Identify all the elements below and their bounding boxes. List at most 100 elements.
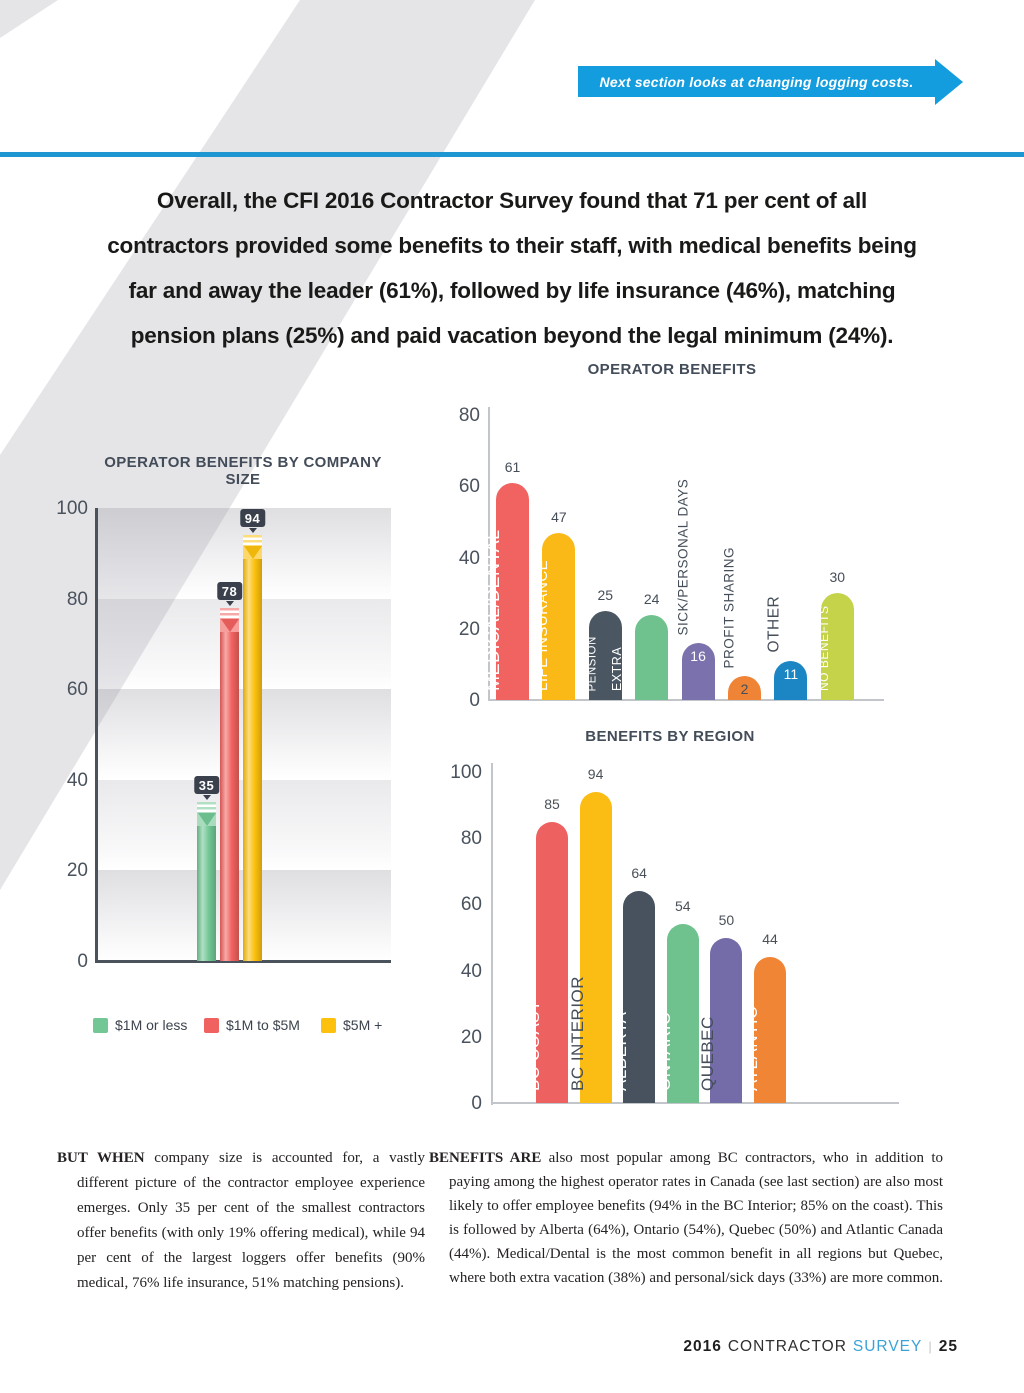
arrow-right-icon [935,59,963,105]
pencil-chevron-tip [243,546,262,560]
y-tick-label: 100 [450,762,482,783]
bar-category-label: PROFIT SHARING [721,546,737,668]
y-axis [95,508,98,963]
bar-category-label: PENSION [586,635,599,691]
bar-value-label: 16 [690,648,706,664]
bar [243,535,262,961]
bar-category-label: SICK/PERSONAL DAYS [675,478,691,635]
bar [774,660,808,700]
legend-item: $5M + [321,1017,382,1033]
y-tick-label: 80 [458,405,480,426]
bar-value-label: 24 [643,590,660,607]
bar [666,924,699,1103]
footer-label: CONTRACTOR [727,1338,847,1355]
bar [496,482,529,700]
legend-item: $1M to $5M [204,1017,300,1033]
y-tick-label: 60 [460,894,482,916]
body-left-text: company size is accounted for, a vastly … [77,1150,426,1291]
pencil-body [197,826,216,961]
y-tick-label: 40 [458,547,480,569]
bar-value-label: 44 [762,931,778,948]
pencil-body [220,631,239,961]
bar [220,607,239,961]
bar-category-label: MEDICAL/DENTAL [483,529,503,691]
bar [710,937,743,1103]
headline: Overall, the CFI 2016 Contractor Survey … [107,188,917,348]
body-column-right: BENEFITS ARE also most popular among BC … [429,1146,943,1290]
pencil-chevron-tip [220,618,239,632]
y-tick-label: 20 [66,860,88,882]
pencil-chevron [197,813,216,827]
value-badge-pointer [225,600,234,606]
next-section-banner: Next section looks at changing logging c… [578,66,935,97]
bar-value-label: 85 [544,795,560,812]
body-column-left: BUT WHEN company size is accounted for, … [57,1146,425,1296]
legend-swatch [321,1017,336,1033]
bar-value-label: 54 [675,898,691,915]
bar [754,957,786,1103]
value-badge: 94 [239,509,266,528]
bar [635,614,669,700]
y-tick-label: 60 [66,679,88,701]
y-tick-label: 40 [66,769,88,791]
legend-label: $5M + [343,1017,383,1033]
bar-value-label: 50 [718,911,735,928]
bar-category-label: LIFE INSURANCE [533,559,551,691]
bar [820,593,854,700]
footer-year: 2016 [683,1338,722,1355]
bar-category-label: BC COAST [524,1000,543,1091]
y-axis [488,407,490,701]
footer-label2: SURVEY [852,1338,923,1355]
pencil-cap [220,607,239,619]
legend-swatch [204,1017,219,1033]
y-tick-label: 100 [56,498,88,519]
chart-title: OPERATOR BENEFITS BY COMPANY SIZE [104,454,382,488]
bar [623,891,656,1103]
body-right-text: also most popular among BC contractors, … [449,1150,943,1286]
bar [579,791,612,1103]
pencil-cap [197,802,216,814]
x-axis [491,1102,899,1104]
y-tick-label: 40 [460,960,482,982]
bar-value-label: 25 [597,586,614,603]
bar [536,821,568,1103]
bar-category-label: BC INTERIOR [567,975,587,1091]
bar-value-label: 30 [829,569,846,586]
footer-page-number: 25 [938,1338,958,1355]
bar-category-label: EXTRA VACATION [610,624,638,691]
bar [681,643,715,700]
banner-text: Next section looks at changing logging c… [599,73,914,90]
legend-swatch [93,1017,108,1033]
value-badge-pointer [202,795,211,801]
bar-category-label: ONTARIO [654,1011,674,1091]
legend-label: $1M to $5M [226,1017,300,1033]
y-tick-label: 0 [471,1093,482,1114]
pencil-body [243,559,262,961]
y-tick-label: 0 [469,690,480,711]
bar [588,610,622,700]
blue-divider-rule [0,152,1024,157]
bar-value-label: 11 [783,665,799,682]
legend-item: $1M or less [93,1017,187,1033]
pencil-chevron [220,618,239,632]
bar-value-label: 61 [504,458,521,475]
y-tick-label: 0 [77,951,88,972]
x-axis [488,699,884,701]
y-tick-label: 60 [458,476,480,498]
bar-value-label: 2 [740,681,749,697]
pencil-chevron-tip [197,813,216,827]
y-tick-label: 20 [458,618,480,640]
bar [542,532,576,700]
bar-value-label: 47 [551,508,567,525]
bar [197,802,216,961]
value-badge: 78 [216,581,243,600]
y-axis [491,763,493,1105]
y-tick-label: 80 [460,828,482,850]
bar-category-label: ATLANTIC [742,1006,761,1091]
bar-value-label: 64 [631,865,647,882]
bar-category-label: ALBERTA [611,1011,631,1091]
footer-divider: | [928,1339,933,1354]
bar-category-label: QUEBEC [698,1016,718,1091]
